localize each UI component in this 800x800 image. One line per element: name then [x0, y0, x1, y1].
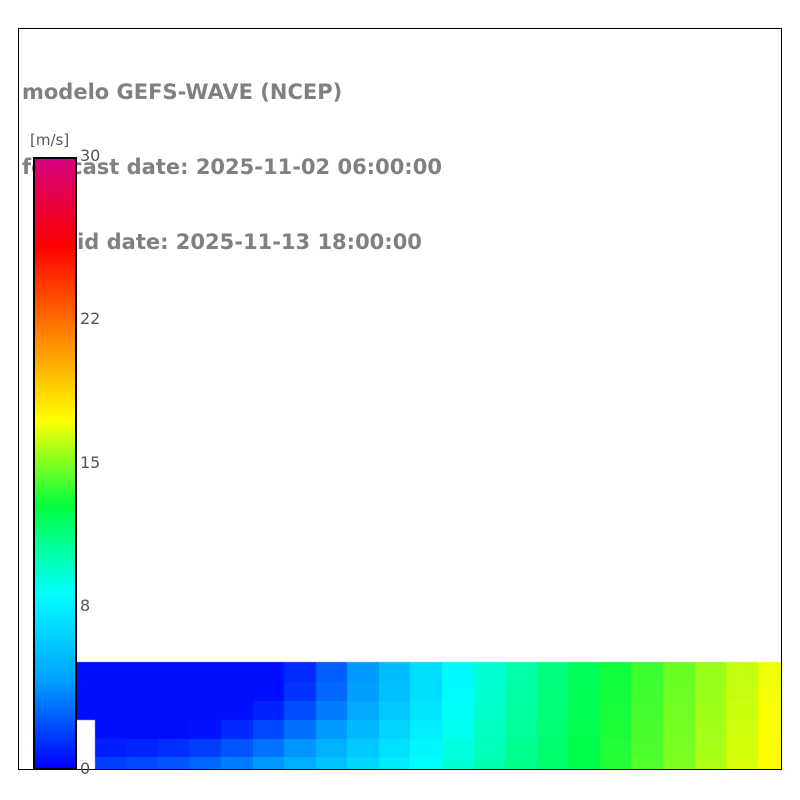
colorbar-tick-8: 8: [80, 595, 91, 615]
figure-title: modelo GEFS-WAVE (NCEP) forecast date: 2…: [22, 30, 442, 305]
colorbar-tick-30: 30: [80, 146, 101, 165]
bottom-tick-band: [18, 760, 782, 770]
colorbar-tick-22: 22: [80, 309, 101, 329]
colorbar-gradient: [33, 157, 77, 770]
colorbar-tick-15: 15: [80, 452, 101, 472]
colorbar-unit-label: [m/s]: [30, 131, 70, 149]
right-tick-band: [772, 28, 782, 770]
colorbar-tick-0: 0: [80, 759, 91, 778]
title-model-line: modelo GEFS-WAVE (NCEP): [22, 80, 343, 104]
colorbar[interactable]: [33, 157, 77, 770]
title-valid-line: valid date: 2025-11-13 18:00:00: [42, 230, 422, 254]
